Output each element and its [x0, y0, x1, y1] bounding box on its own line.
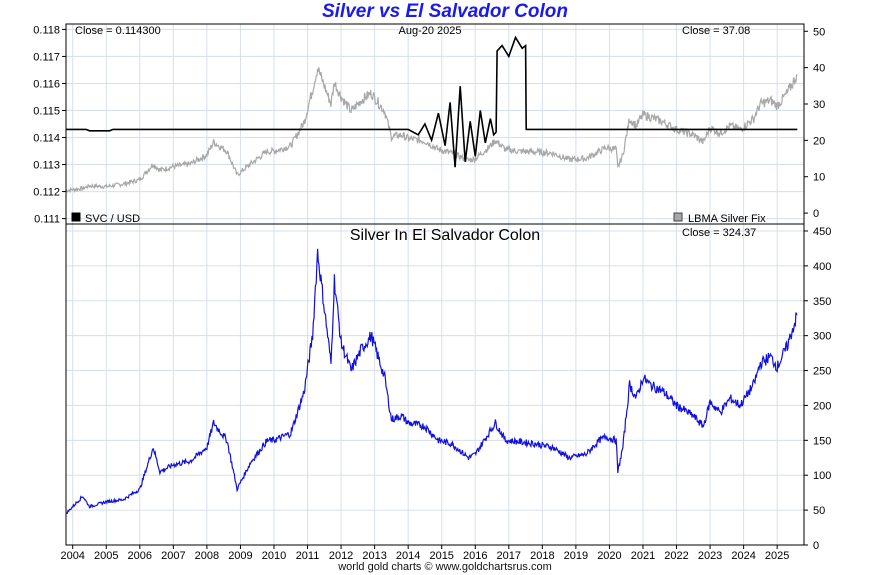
y-right-tick-label: 40 [813, 63, 825, 75]
y-right-tick-label: 150 [813, 435, 831, 447]
top-right-close-label: Close = 37.08 [682, 25, 750, 37]
x-tick-label: 2020 [597, 550, 621, 562]
bottom-panel-series [65, 248, 798, 515]
bottom-panel-grid [66, 224, 804, 546]
y-right-tick-label: 350 [813, 296, 831, 308]
x-tick-label: 2015 [429, 550, 453, 562]
y-right-tick-label: 50 [813, 505, 825, 517]
y-right-tick-label: 250 [813, 366, 831, 378]
y-right-tick-label: 300 [813, 331, 831, 343]
x-tick-label: 2017 [497, 550, 521, 562]
y-right-tick-label: 200 [813, 400, 831, 412]
top-left-close-label: Close = 0.114300 [75, 25, 161, 37]
legend-svc-label: SVC / USD [85, 213, 140, 225]
x-tick-label: 2009 [228, 550, 252, 562]
bottom-close-label: Close = 324.37 [682, 227, 756, 239]
y-left-tick-label: 0.114 [33, 133, 60, 145]
series-lbma-silver-fix-line [65, 67, 798, 194]
x-tick-label: 2011 [296, 550, 320, 562]
x-tick-label: 2013 [362, 550, 386, 562]
x-tick-label: 2024 [731, 550, 755, 562]
y-right-tick-label: 30 [813, 99, 825, 111]
x-tick-label: 2010 [262, 550, 286, 562]
panel-frames [65, 23, 805, 546]
x-tick-label: 2006 [128, 550, 152, 562]
x-tick-label: 2022 [664, 550, 688, 562]
axis-tick-labels: 2004 2005 2006 2007 2008 2009 2010 2011 2012 2013… [33, 24, 831, 562]
y-left-tick-label: 0.115 [33, 105, 60, 117]
series-silver-in-svc-line [65, 248, 798, 515]
bottom-panel-frame [65, 223, 805, 546]
x-tick-label: 2008 [195, 550, 219, 562]
x-tick-label: 2016 [463, 550, 487, 562]
y-right-tick-label: 400 [813, 261, 831, 273]
legend-svc-swatch [71, 212, 81, 222]
y-left-tick-label: 0.112 [33, 187, 60, 199]
series-svc-usd-line [66, 35, 798, 168]
x-tick-label: 2021 [631, 550, 655, 562]
bottom-panel-title: Silver In El Salvador Colon [350, 227, 540, 244]
y-left-tick-label: 0.111 [34, 214, 60, 226]
y-left-tick-label: 0.118 [33, 24, 60, 36]
x-tick-label: 2025 [765, 550, 789, 562]
x-tick-label: 2018 [530, 550, 554, 562]
chart-footer: world gold charts © www.goldchartsrus.co… [338, 561, 552, 573]
y-right-tick-label: 10 [813, 172, 825, 184]
y-right-tick-label: 450 [813, 226, 831, 238]
y-right-tick-label: 100 [813, 470, 831, 482]
y-right-tick-label: 0 [813, 540, 819, 552]
x-tick-label: 2014 [396, 550, 420, 562]
x-tick-label: 2005 [94, 550, 118, 562]
chart-annotations: Close = 0.114300 Aug-20 2025 Close = 37.08… [71, 25, 766, 244]
legend-lbma-swatch [673, 212, 683, 222]
x-tick-label: 2023 [698, 550, 722, 562]
x-tick-label: 2007 [161, 550, 185, 562]
top-panel-series [65, 35, 798, 194]
x-tick-label: 2012 [329, 550, 353, 562]
x-tick-label: 2004 [60, 550, 84, 562]
legend-lbma-label: LBMA Silver Fix [688, 213, 766, 225]
y-right-tick-label: 0 [813, 208, 819, 220]
x-tick-label: 2019 [564, 550, 588, 562]
y-right-tick-label: 50 [813, 26, 825, 38]
chart-title: Silver vs El Salvador Colon [321, 1, 569, 22]
date-label: Aug-20 2025 [399, 25, 462, 37]
y-right-tick-label: 20 [813, 135, 825, 147]
y-left-tick-label: 0.117 [33, 51, 60, 63]
y-left-tick-label: 0.113 [33, 160, 60, 172]
y-left-tick-label: 0.116 [33, 78, 60, 90]
